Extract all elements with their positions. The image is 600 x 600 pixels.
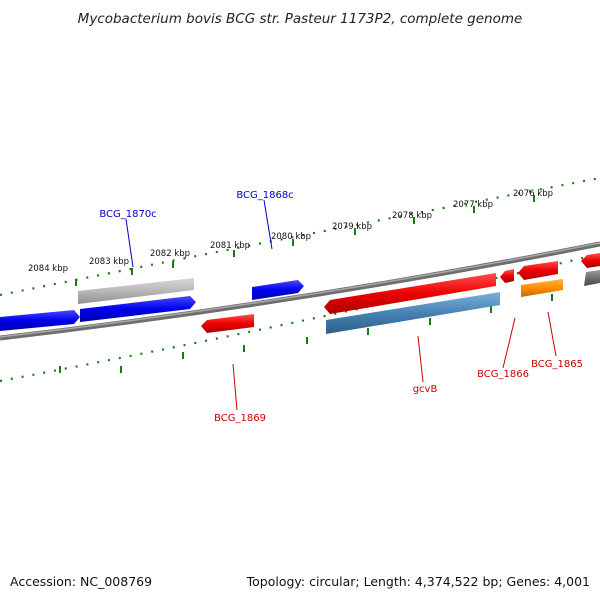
- rna-genes: [326, 279, 563, 334]
- gene-blue-1870c[interactable]: [80, 296, 196, 322]
- tick-label-2081: 2081 kbp: [210, 241, 250, 251]
- inner-major-ticks: [59, 294, 553, 373]
- genome-summary-text: Topology: circular; Length: 4,374,522 bp…: [246, 574, 590, 589]
- genome-backbone: [0, 241, 600, 341]
- label-bcg-1866[interactable]: BCG_1866: [477, 369, 529, 380]
- label-gcvb[interactable]: gcvB: [413, 384, 438, 395]
- gene-red-small-1[interactable]: [500, 269, 514, 283]
- gene-steel-gcvB[interactable]: [326, 292, 500, 334]
- label-bcg-1868c[interactable]: BCG_1868c: [236, 190, 293, 201]
- gene-dark-right[interactable]: [584, 270, 600, 286]
- gene-red-right-edge[interactable]: [581, 253, 600, 268]
- tick-label-2076: 2076 kbp: [513, 189, 553, 199]
- gene-blue-1868c[interactable]: [252, 280, 304, 300]
- gene-blue-left[interactable]: [0, 310, 80, 331]
- tick-label-2079: 2079 kbp: [332, 222, 372, 232]
- tick-label-2080: 2080 kbp: [271, 232, 311, 242]
- tick-label-2084: 2084 kbp: [28, 264, 68, 274]
- gene-red-1865[interactable]: [518, 261, 558, 280]
- forward-genes: [0, 270, 600, 331]
- tick-label-2078: 2078 kbp: [392, 211, 432, 221]
- tick-label-2077: 2077 kbp: [453, 200, 493, 210]
- accession-text: Accession: NC_008769: [10, 574, 152, 589]
- gene-gray-1[interactable]: [78, 278, 194, 304]
- label-leaders: [125, 199, 557, 411]
- tick-label-2082: 2082 kbp: [150, 249, 190, 259]
- gene-labels: BCG_1870c BCG_1868c BCG_1869 gcvB BCG_18…: [99, 190, 583, 424]
- label-bcg-1865[interactable]: BCG_1865: [531, 359, 583, 370]
- label-bcg-1869[interactable]: BCG_1869: [214, 413, 266, 424]
- tick-labels: 2084 kbp 2083 kbp 2082 kbp 2081 kbp 2080…: [28, 189, 553, 274]
- gene-red-gcvB-region[interactable]: [324, 273, 496, 314]
- tick-label-2083: 2083 kbp: [89, 257, 129, 267]
- map-title: Mycobacterium bovis BCG str. Pasteur 117…: [78, 11, 523, 27]
- label-bcg-1870c[interactable]: BCG_1870c: [99, 209, 156, 220]
- outer-major-ticks: [75, 195, 535, 286]
- reverse-genes: [201, 253, 600, 333]
- gene-orange-1865[interactable]: [521, 279, 563, 297]
- gene-red-1869[interactable]: [201, 314, 254, 333]
